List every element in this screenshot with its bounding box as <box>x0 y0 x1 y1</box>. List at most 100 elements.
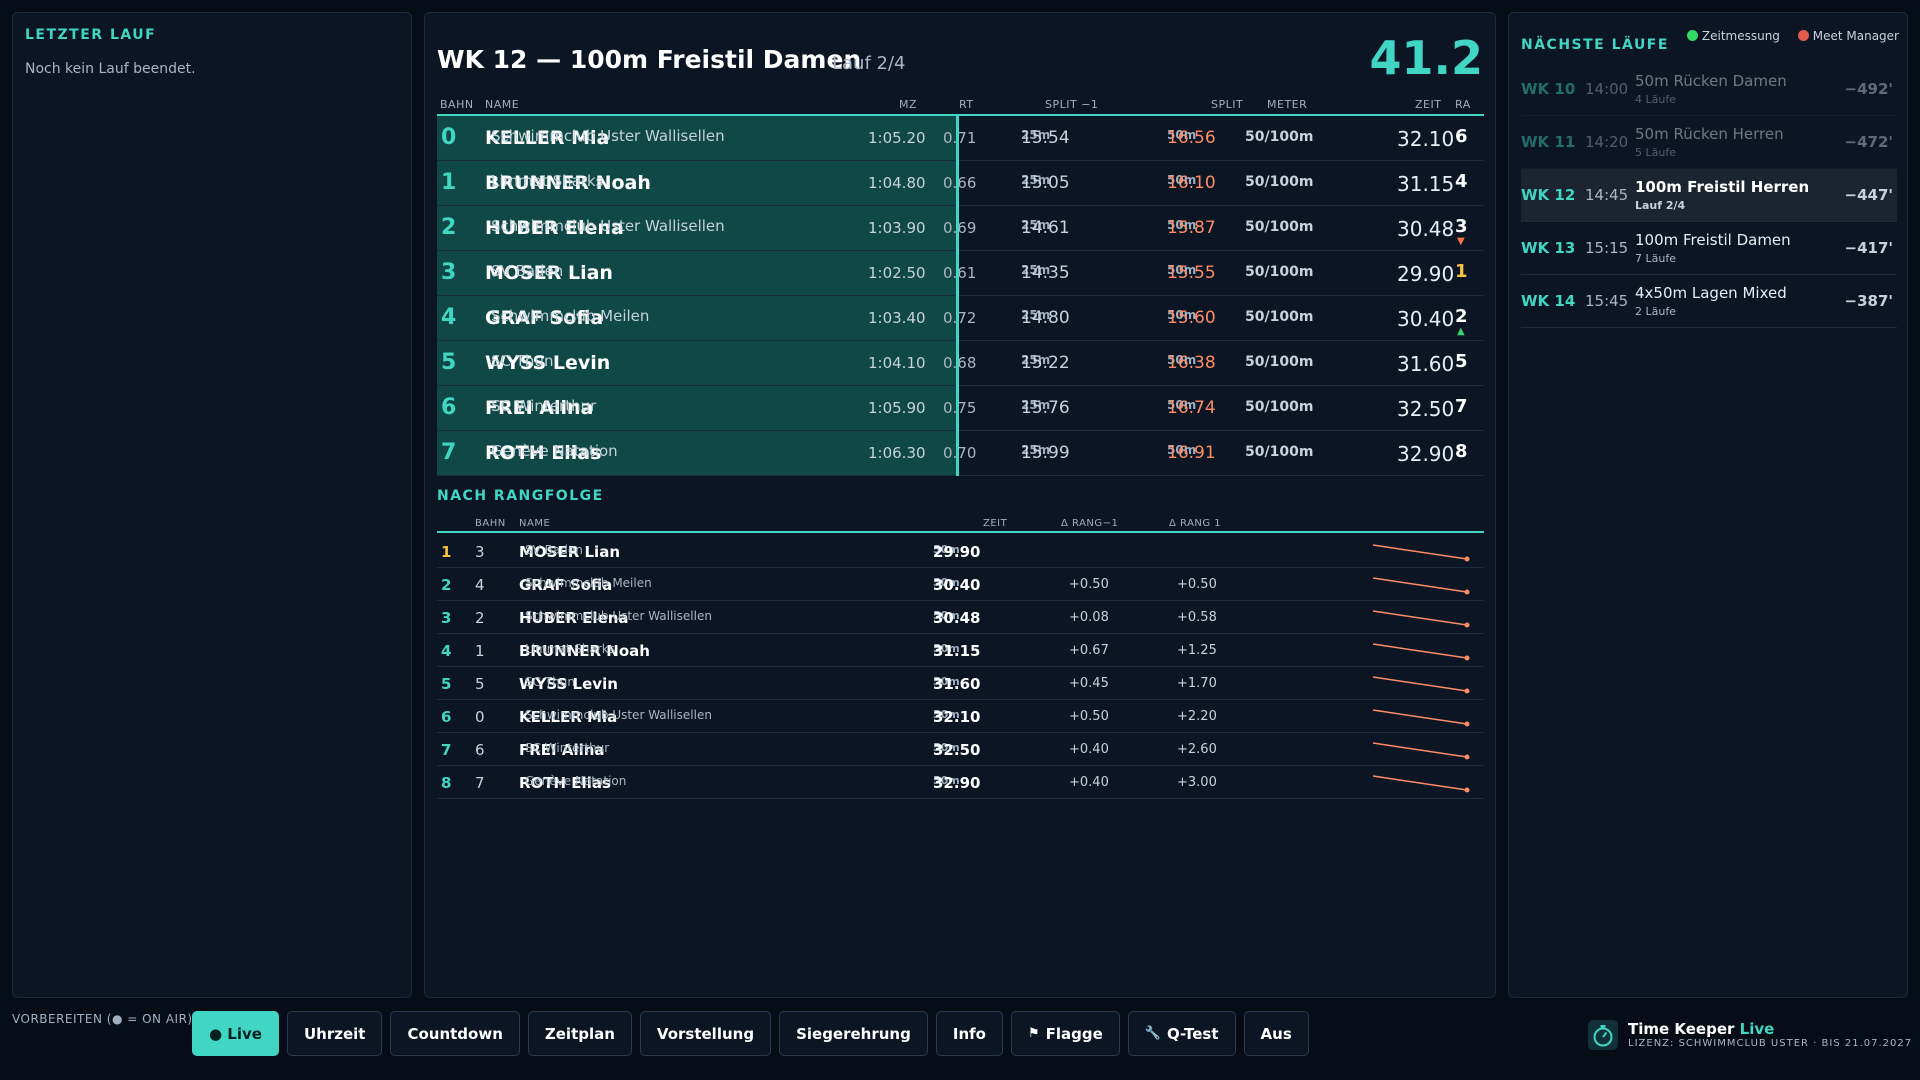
info-button[interactable]: Info <box>935 1011 1003 1056</box>
lane-progress-fill <box>437 206 957 250</box>
rank-lane: 6 <box>475 741 485 759</box>
delta-previous-rank: +0.40 <box>1069 775 1109 790</box>
button-label: Info <box>952 1024 986 1043</box>
rank-position: 1 <box>441 543 452 561</box>
ceremony-button[interactable]: Siegerehrung <box>779 1011 928 1056</box>
rank-time-distance: 50m <box>933 543 960 556</box>
reaction-time: 0.70 <box>943 444 977 462</box>
entry-time: 1:03.90 <box>868 219 926 237</box>
swimmer-name-text: FREI Alina <box>485 397 594 419</box>
introduction-button[interactable]: Vorstellung <box>639 1011 772 1056</box>
countdown-button[interactable]: Countdown <box>390 1011 520 1056</box>
club-name: Schwimmclub Uster Wallisellen <box>491 217 725 235</box>
brand-name-text: Time Keeper <box>1628 1020 1735 1038</box>
ranking-header-lane: BAHN <box>475 518 506 529</box>
delta-first-rank: +2.20 <box>1177 709 1217 724</box>
lane-number: 3 <box>441 260 457 285</box>
schedule-button[interactable]: Zeitplan <box>527 1011 632 1056</box>
lane-number: 2 <box>441 215 457 240</box>
previous-split-value: 14.61 <box>1021 218 1070 238</box>
trend-sparkline <box>1372 577 1470 595</box>
connection-status: Zeitmessung Meet Manager <box>1686 29 1899 43</box>
ranking-header-delta-prev: Δ RANG−1 <box>1061 518 1119 529</box>
split-distance: 50m <box>1167 443 1197 457</box>
status-timing-label: Zeitmessung <box>1701 29 1780 43</box>
sparkline-end-point <box>1464 622 1470 628</box>
lane-number: 1 <box>441 170 457 195</box>
current-split-value: 15.87 <box>1167 218 1216 238</box>
rank-lane: 4 <box>475 576 485 594</box>
button-label: Flagge <box>1045 1024 1103 1043</box>
lane-time: 30.48 <box>1397 217 1455 241</box>
next-heat-item[interactable]: WK 12 14:45 100m Freistil Herren Lauf 2/4 −4… <box>1521 169 1897 222</box>
live-button[interactable]: ● Live <box>192 1011 279 1056</box>
event-subtitle: 7 Läufe <box>1635 252 1676 265</box>
prepare-label: VORBEREITEN (● = ON AIR) <box>12 1012 193 1026</box>
rank-lane: 3 <box>475 543 485 561</box>
next-heat-item[interactable]: WK 13 15:15 100m Freistil Damen 7 Läufe −417… <box>1521 222 1897 275</box>
clock-button[interactable]: Uhrzeit <box>286 1011 383 1056</box>
live-heat-panel: WK 12 — 100m Freistil Damen Lauf 2/4 41.… <box>424 12 1496 998</box>
rank-club-name: SC Thun <box>525 675 575 689</box>
next-heat-item[interactable]: WK 10 14:00 50m Rücken Damen 4 Läufe −492' <box>1521 63 1897 116</box>
reaction-time: 0.66 <box>943 174 977 192</box>
flag-button[interactable]: ⚑ Flagge <box>1010 1011 1120 1056</box>
button-label: Siegerehrung <box>796 1024 911 1043</box>
previous-split-value: 14.35 <box>1021 263 1070 283</box>
entry-time: 1:04.80 <box>868 174 926 192</box>
event-time: 14:20 <box>1585 133 1629 151</box>
lane-progress-fill <box>437 251 957 295</box>
stopwatch-icon <box>1588 1020 1618 1050</box>
event-time: 14:45 <box>1585 186 1629 204</box>
reaction-time: 0.68 <box>943 354 977 372</box>
q-test-button[interactable]: 🔧 Q-Test <box>1127 1011 1236 1056</box>
rank-time-distance: 50m <box>933 576 960 589</box>
lane-number: 5 <box>441 350 457 375</box>
flag-icon: ⚑ <box>1027 1026 1040 1041</box>
race-clock: 41.2 <box>1369 31 1484 85</box>
trend-sparkline <box>1372 676 1470 694</box>
next-heats-title: NÄCHSTE LÄUFE <box>1521 37 1669 53</box>
off-button[interactable]: Aus <box>1243 1011 1309 1056</box>
sparkline-end-point <box>1464 754 1470 760</box>
lane-progress-fill <box>437 341 957 385</box>
next-heat-item[interactable]: WK 14 15:45 4x50m Lagen Mixed 2 Läufe −387' <box>1521 275 1897 328</box>
lane-rank: 8 <box>1455 441 1468 462</box>
ranking-row: 2 4 GRAF Sofia Schwimmclub Meilen 50m 30.40 +0… <box>437 568 1484 601</box>
rank-lane: 7 <box>475 774 485 792</box>
current-split-value: 16.56 <box>1167 128 1216 148</box>
lane-progress-fill <box>437 116 957 160</box>
rank-club-name: Limmat Sharks <box>525 642 615 656</box>
heat-subtitle: Lauf 2/4 <box>832 53 906 74</box>
rank-swimmer-name-text: FREI Alina <box>519 741 605 759</box>
split-distance: 25m <box>1021 263 1051 277</box>
entry-time: 1:06.30 <box>868 444 926 462</box>
ranking-title: NACH RANGFOLGE <box>437 488 604 504</box>
club-name: SC Winterthur <box>491 397 597 415</box>
trend-sparkline <box>1372 544 1470 562</box>
rank-time-distance: 50m <box>933 708 960 721</box>
event-subtitle: 4 Läufe <box>1635 93 1676 106</box>
lane-row: 1 BRUNNER Noah Limmat Sharks 1:04.80 0.66 25m… <box>437 161 1484 206</box>
rank-swimmer-name-text: ROTH Elias <box>519 774 611 792</box>
reaction-time: 0.72 <box>943 309 977 327</box>
delta-first-rank: +2.60 <box>1177 742 1217 757</box>
delta-previous-rank: +0.40 <box>1069 742 1109 757</box>
split-distance: 25m <box>1021 128 1051 142</box>
lane-row: 6 FREI Alina SC Winterthur 1:05.90 0.75 25m 15… <box>437 386 1484 431</box>
lane-table: 0 KELLER Mia Schwimmclub Uster Wallisellen… <box>437 116 1484 476</box>
next-heat-item[interactable]: WK 11 14:20 50m Rücken Herren 5 Läufe −472' <box>1521 116 1897 169</box>
swimmer-name-text: MOSER Lian <box>485 262 613 284</box>
header-zeit: ZEIT <box>1415 98 1442 111</box>
sparkline-end-point <box>1464 655 1470 661</box>
split-distance: 25m <box>1021 353 1051 367</box>
header-meter: METER <box>1267 98 1308 111</box>
meter-progress: 50/100m <box>1245 399 1314 415</box>
license-text: LIZENZ: SCHWIMMCLUB USTER · BIS 21.07.20… <box>1628 1038 1913 1049</box>
header-split: SPLIT <box>1211 98 1244 111</box>
sparkline-end-point <box>1464 556 1470 562</box>
entry-time: 1:02.50 <box>868 264 926 282</box>
sparkline-line <box>1372 544 1468 560</box>
rank-time-value: 30.48 <box>933 609 981 627</box>
event-title: 50m Rücken Damen <box>1635 72 1787 90</box>
